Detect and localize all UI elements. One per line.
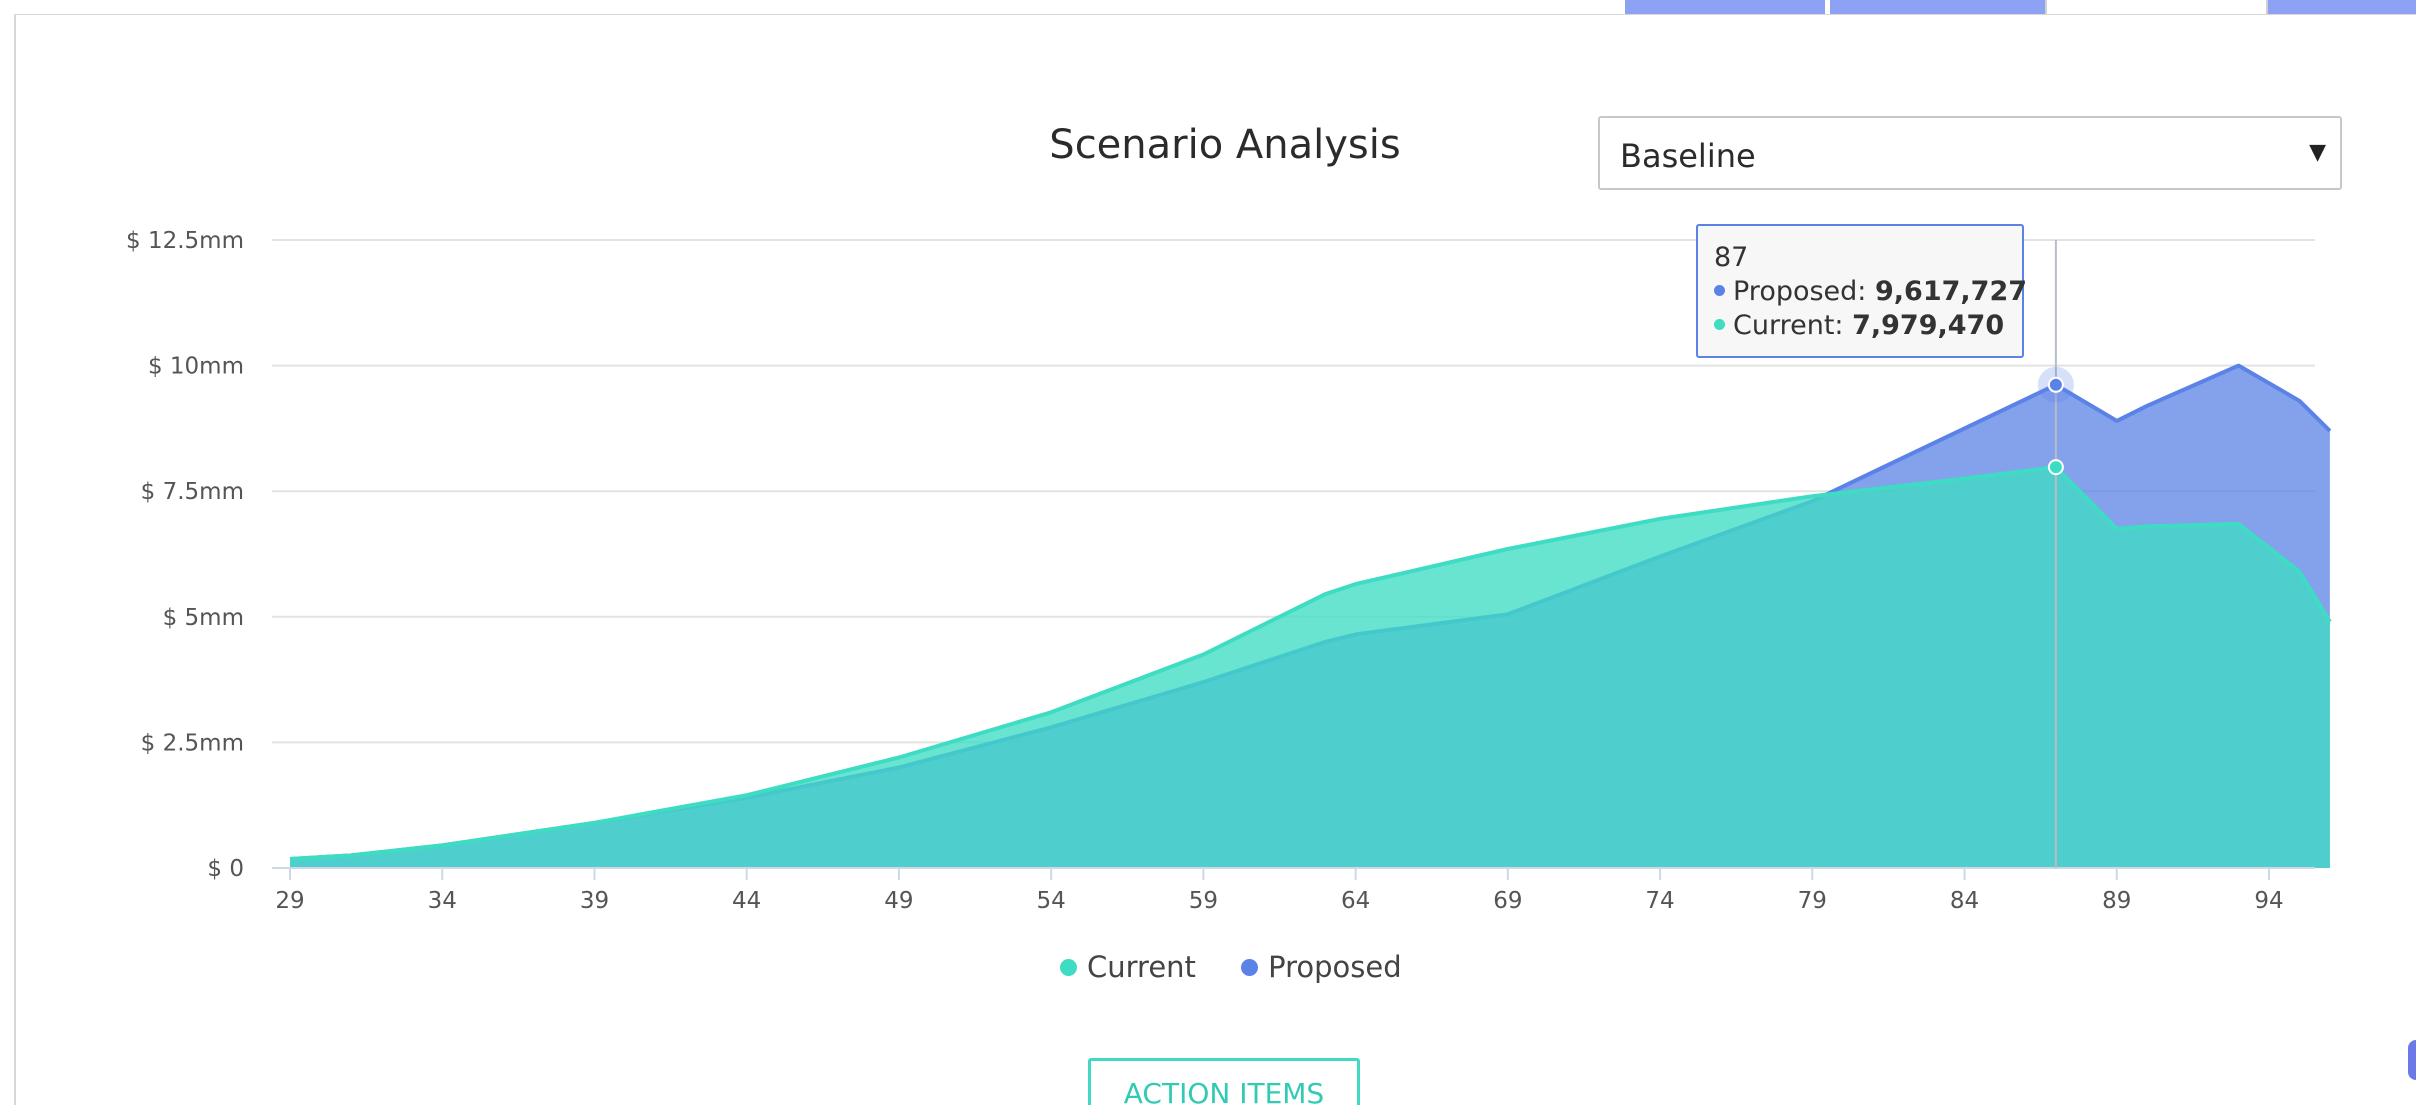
x-tick-label: 94	[2254, 888, 2283, 914]
current-dot-icon	[1060, 958, 1077, 976]
x-tick-label: 29	[275, 888, 304, 914]
axes: $ 0 $ 2.5mm $ 5mm $ 7.5mm $ 10mm $ 12.5mm 29 34…	[126, 228, 2315, 914]
y-tick-label: $ 0	[207, 856, 244, 882]
chevron-down-icon: ▼	[2309, 140, 2326, 165]
y-tick-label: $ 5mm	[163, 605, 244, 631]
tooltip-series-label: Current:	[1733, 310, 1853, 341]
hover-point-proposed	[2047, 376, 2064, 393]
proposed-dot-icon	[1714, 285, 1725, 296]
side-scroll-handle[interactable]	[2408, 1040, 2416, 1080]
panel-top-border	[14, 14, 2416, 15]
series-line-current[interactable]	[289, 465, 2332, 861]
chart-title: Scenario Analysis	[1049, 122, 1401, 168]
x-tick-label: 89	[2102, 888, 2131, 914]
action-items-button[interactable]: ACTION ITEMS	[1088, 1058, 1360, 1105]
x-tick-label: 74	[1645, 888, 1674, 914]
top-tab[interactable]	[1830, 0, 2045, 14]
series-areas[interactable]	[289, 363, 2332, 868]
legend-label: Proposed	[1268, 950, 1402, 984]
tooltip-series-value: 7,979,470	[1852, 310, 2005, 341]
tooltip-x-value: 87	[1714, 242, 1749, 273]
tooltip-series-value: 9,617,727	[1875, 276, 2028, 307]
legend-item-proposed[interactable]: Proposed	[1241, 950, 1402, 984]
series-area-current[interactable]	[290, 467, 2330, 868]
top-tab[interactable]	[2268, 0, 2416, 14]
top-tab[interactable]	[1625, 0, 1825, 14]
x-tick-label: 44	[732, 888, 761, 914]
x-tick-label: 84	[1950, 888, 1979, 914]
y-tick-label: $ 2.5mm	[141, 730, 244, 756]
legend-label: Current	[1087, 950, 1196, 984]
y-tick-label: $ 12.5mm	[126, 228, 244, 254]
tooltip-row-proposed: Proposed: 9,617,727	[1714, 276, 2027, 307]
hover-markers	[2037, 240, 2074, 868]
chart-legend: Current Proposed	[1060, 950, 1438, 990]
x-tick-label: 54	[1037, 888, 1066, 914]
y-tick-label: $ 10mm	[148, 354, 244, 380]
tab-divider	[2266, 0, 2268, 14]
x-tick-label: 64	[1341, 888, 1370, 914]
legend-item-current[interactable]: Current	[1060, 950, 1196, 984]
x-tick-label: 39	[580, 888, 609, 914]
tooltip-row-current: Current: 7,979,470	[1714, 310, 2004, 341]
x-tick-label: 69	[1493, 888, 1522, 914]
panel-left-border	[14, 14, 16, 1105]
scenario-dropdown[interactable]: Baseline ▼	[1598, 116, 2342, 190]
hover-point-current	[2047, 459, 2064, 476]
proposed-dot-icon	[1241, 958, 1259, 976]
x-tick-label: 59	[1189, 888, 1218, 914]
x-tick-label: 49	[884, 888, 913, 914]
x-tick-label: 34	[428, 888, 457, 914]
x-tick-label: 79	[1798, 888, 1827, 914]
tab-divider	[2045, 0, 2047, 14]
current-dot-icon	[1714, 319, 1725, 330]
chart-tooltip: 87 Proposed: 9,617,727 Current: 7,979,47…	[1696, 224, 2027, 358]
tooltip-series-label: Proposed:	[1733, 276, 1875, 307]
scenario-dropdown-value: Baseline	[1620, 137, 1756, 175]
y-tick-label: $ 7.5mm	[141, 479, 244, 505]
